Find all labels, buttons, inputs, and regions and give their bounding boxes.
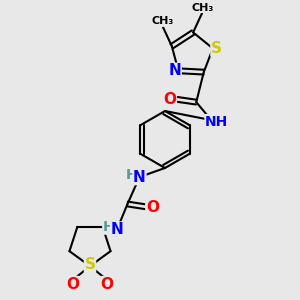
- Text: CH₃: CH₃: [152, 16, 174, 26]
- Text: N: N: [168, 63, 181, 78]
- Text: O: O: [66, 277, 80, 292]
- Text: H: H: [125, 168, 137, 182]
- Text: S: S: [211, 41, 222, 56]
- Text: NH: NH: [205, 115, 228, 129]
- Text: O: O: [146, 200, 159, 214]
- Text: CH₃: CH₃: [191, 2, 213, 13]
- Text: N: N: [133, 169, 146, 184]
- Text: H: H: [103, 220, 114, 234]
- Text: O: O: [100, 277, 114, 292]
- Text: O: O: [164, 92, 176, 106]
- Text: S: S: [85, 257, 95, 272]
- Text: N: N: [111, 222, 123, 237]
